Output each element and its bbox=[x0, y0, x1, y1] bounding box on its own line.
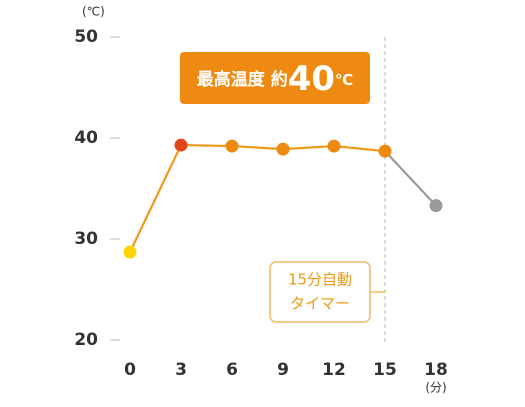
y-tick-label: 50 bbox=[74, 27, 98, 47]
point bbox=[276, 142, 290, 156]
point bbox=[123, 245, 137, 259]
timer-box bbox=[269, 261, 371, 323]
y-tick-label: 30 bbox=[74, 229, 98, 249]
y-tick-label: 20 bbox=[74, 330, 98, 350]
point bbox=[378, 144, 392, 158]
timer-text: タイマー bbox=[290, 295, 350, 313]
x-tick-label: 18 bbox=[424, 360, 448, 380]
x-tick-label: 9 bbox=[277, 360, 289, 380]
badge-number: 40 bbox=[288, 59, 335, 99]
x-tick-label: 15 bbox=[373, 360, 397, 380]
point bbox=[327, 139, 341, 153]
x-tick-label: 3 bbox=[175, 360, 187, 380]
x-tick-label: 6 bbox=[226, 360, 238, 380]
point bbox=[225, 139, 239, 153]
timer-text: 15分自動 bbox=[288, 271, 352, 289]
badge-text: 最高温度 約 bbox=[197, 69, 288, 90]
y-tick-label: 40 bbox=[74, 128, 98, 148]
x-unit: (分) bbox=[425, 381, 446, 395]
x-tick-label: 12 bbox=[322, 360, 346, 380]
line-segment bbox=[129, 144, 182, 253]
line-segment bbox=[231, 144, 284, 151]
point bbox=[429, 199, 443, 213]
badge-box bbox=[180, 52, 370, 104]
badge-unit: ℃ bbox=[335, 71, 353, 89]
line-segment bbox=[180, 143, 233, 148]
x-tick-label: 0 bbox=[124, 360, 136, 380]
line-segment bbox=[384, 150, 437, 207]
line-segment bbox=[282, 144, 335, 151]
point bbox=[174, 138, 188, 152]
badge: 最高温度 約40℃ bbox=[197, 59, 353, 99]
y-unit: (℃) bbox=[82, 5, 105, 19]
line-segment bbox=[333, 144, 386, 153]
